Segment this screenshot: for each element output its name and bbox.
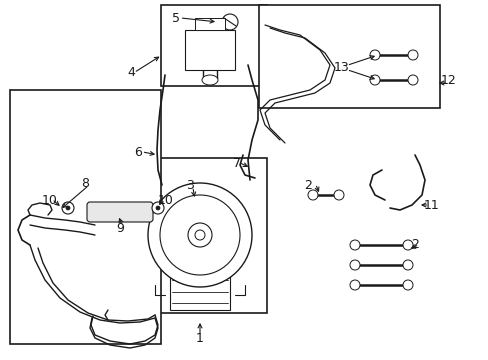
Text: 10: 10: [158, 194, 174, 207]
FancyBboxPatch shape: [87, 202, 153, 222]
Bar: [195, 18, 224, 30]
Bar: [170, 260, 229, 310]
Circle shape: [369, 50, 379, 60]
Circle shape: [152, 202, 163, 214]
Text: 2: 2: [304, 179, 311, 192]
Circle shape: [349, 260, 359, 270]
Text: 9: 9: [116, 221, 123, 234]
Bar: [161, 5, 266, 86]
Circle shape: [369, 75, 379, 85]
Circle shape: [156, 206, 160, 210]
Text: 6: 6: [134, 145, 142, 158]
Ellipse shape: [202, 75, 218, 85]
Circle shape: [349, 240, 359, 250]
Text: 3: 3: [185, 179, 194, 192]
Text: 8: 8: [81, 176, 89, 189]
Text: 1: 1: [196, 332, 203, 345]
Circle shape: [407, 50, 417, 60]
Text: 5: 5: [172, 12, 180, 24]
Circle shape: [402, 240, 412, 250]
Circle shape: [402, 260, 412, 270]
Circle shape: [407, 75, 417, 85]
Bar: [259, 5, 439, 108]
Text: 4: 4: [127, 66, 135, 78]
Circle shape: [333, 190, 343, 200]
Circle shape: [148, 183, 251, 287]
Circle shape: [402, 280, 412, 290]
Text: 13: 13: [333, 60, 349, 73]
Bar: [184, 30, 235, 70]
Text: 7: 7: [232, 157, 241, 170]
Circle shape: [66, 206, 70, 210]
Text: 12: 12: [440, 73, 456, 86]
Circle shape: [222, 14, 238, 30]
Circle shape: [307, 190, 317, 200]
Bar: [151, 158, 266, 313]
Circle shape: [187, 223, 212, 247]
Circle shape: [160, 195, 240, 275]
Text: 10: 10: [42, 194, 58, 207]
Circle shape: [195, 230, 204, 240]
Bar: [10, 90, 161, 344]
Circle shape: [62, 202, 74, 214]
Text: 2: 2: [410, 239, 418, 252]
Text: 11: 11: [423, 198, 439, 212]
Circle shape: [349, 280, 359, 290]
